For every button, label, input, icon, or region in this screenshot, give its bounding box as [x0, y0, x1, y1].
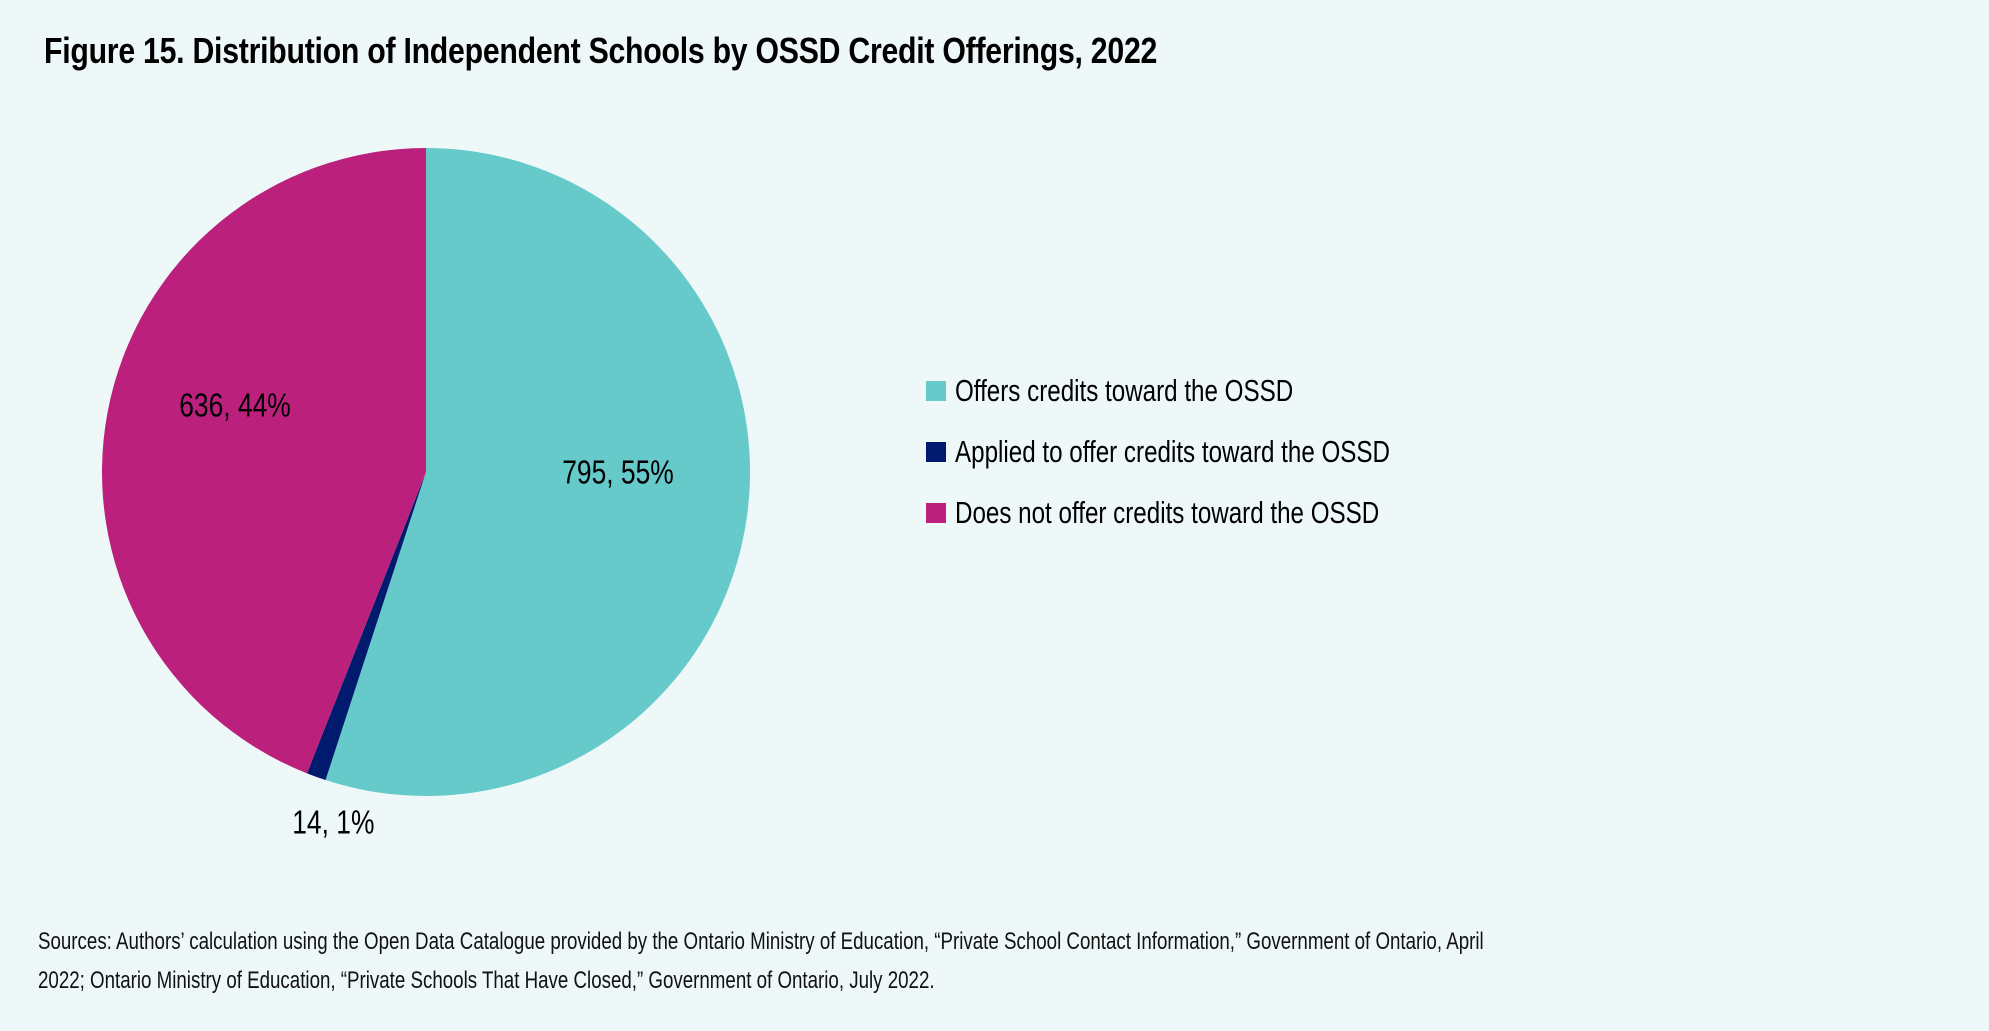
source-note: Sources: Authors’ calculation using the …	[38, 922, 1484, 1000]
source-line-2: 2022; Ontario Ministry of Education, “Pr…	[38, 967, 935, 994]
slice-offers	[325, 148, 751, 796]
legend-swatch-applied	[926, 441, 946, 462]
data-label-does-not-offer: 636, 44%	[179, 388, 291, 424]
legend-swatch-does-not-offer	[926, 502, 946, 523]
slice-applied	[306, 472, 426, 781]
legend: Offers credits toward the OSSD Applied t…	[926, 360, 1513, 543]
source-line-1: Sources: Authors’ calculation using the …	[38, 928, 1484, 955]
data-label-applied: 14, 1%	[292, 805, 374, 841]
legend-item-offers: Offers credits toward the OSSD	[926, 360, 1513, 421]
legend-item-does-not-offer: Does not offer credits toward the OSSD	[926, 482, 1513, 543]
legend-label: Applied to offer credits toward the OSSD	[955, 433, 1391, 469]
data-label-offers: 795, 55%	[562, 455, 674, 491]
legend-item-applied: Applied to offer credits toward the OSSD	[926, 421, 1513, 482]
legend-label: Offers credits toward the OSSD	[955, 372, 1294, 408]
chart-title: Figure 15. Distribution of Independent S…	[44, 30, 1158, 71]
legend-swatch-offers	[926, 380, 946, 401]
legend-label: Does not offer credits toward the OSSD	[955, 494, 1380, 530]
slice-does-not-offer	[102, 148, 427, 774]
